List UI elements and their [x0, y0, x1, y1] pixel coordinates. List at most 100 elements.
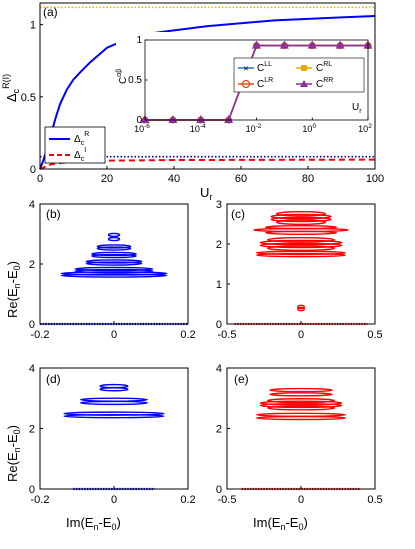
- panel-c-band-loop: [275, 219, 327, 225]
- panel-e-band-loop: [259, 402, 343, 409]
- inset-xtick-label: 100: [302, 123, 316, 134]
- inset-legend: ✕ CLL CRL CLR CRR: [233, 57, 365, 93]
- panel-d-frame: [39, 367, 189, 490]
- panel-b-band-loop: [85, 259, 143, 264]
- panel-c-band-loop: [296, 306, 306, 312]
- legend-clr-marker: [241, 79, 251, 89]
- panel-c-band-loop: [255, 252, 347, 258]
- panel-c-xtick-label: 0.5: [367, 329, 382, 341]
- panel-a-ylabel: ΔcR(I): [1, 74, 21, 102]
- panel-a-inset: Cαβ Ur ✕ CLL CRL CLR CRR: [116, 32, 373, 132]
- panel-b-ylabel: Re(En-E0): [5, 261, 22, 318]
- panel-e-xtick-label: 0.5: [367, 494, 382, 506]
- panel-c-band-loop: [255, 250, 347, 256]
- panel-d-ytick-label: 4: [29, 363, 35, 375]
- inset-point-triangle: [252, 40, 261, 49]
- panel-a-xtick-label: 80: [302, 173, 314, 185]
- panel-d-band-loop: [63, 413, 165, 419]
- panel-b-frame: [39, 203, 189, 325]
- panel-d-marks: [39, 367, 189, 491]
- panel-a-xtick-label: 60: [235, 173, 247, 185]
- inset-point-triangle: [307, 40, 317, 49]
- panel-d-band-loop: [99, 387, 129, 392]
- panel-e-xtick-label: 0: [298, 494, 304, 506]
- panel-e-ytick-label: 2: [216, 424, 222, 436]
- panel-d-xtick-label: -0.2: [31, 494, 50, 506]
- panel-a-label: (a): [43, 5, 58, 19]
- panel-a-xtick-label: 0: [37, 173, 43, 185]
- panel-b: (b) Re(En-E0): [5, 203, 189, 326]
- panel-e-xtick-label: -0.5: [218, 494, 237, 506]
- panel-e-band-loop: [255, 415, 347, 421]
- panel-c-marks: [226, 203, 376, 326]
- panel-b-band-loop: [96, 246, 132, 251]
- panel-b-band-loop: [96, 244, 132, 249]
- panel-e-band-loop: [267, 405, 336, 411]
- panel-e-band-loop: [269, 392, 333, 397]
- panel-c-xtick-label: -0.5: [218, 329, 237, 341]
- panel-c-label: (c): [231, 207, 245, 221]
- inset-legend-box: [233, 57, 365, 93]
- panel-e-marks: [226, 367, 376, 491]
- panel-c-ytick-label: 2: [216, 239, 222, 251]
- panel-a: (a) ΔcR(I) Ur ΔcR ΔcI Cαβ Ur ✕: [1, 2, 376, 202]
- panel-c-frame: [226, 203, 376, 325]
- panel-d-ytick-label: 2: [29, 424, 35, 436]
- legend-cll-marker: ✕: [243, 66, 249, 73]
- panel-d-xtick-label: 0: [111, 494, 117, 506]
- panel-d-ylabel: Re(En-E0): [5, 425, 22, 482]
- panel-b-xtick-label: -0.2: [31, 329, 50, 341]
- panel-e-frame: [226, 367, 376, 490]
- panel-d: (d) Re(En-E0) Im(En-E0): [5, 367, 189, 532]
- panel-a-xtick-label: 20: [101, 173, 113, 185]
- panel-a-xlabel: Ur: [200, 185, 212, 202]
- panel-c-ytick-label: 1: [216, 279, 222, 291]
- panel-c-ytick-label: 0: [216, 319, 222, 331]
- panel-c-band-loop: [259, 239, 343, 246]
- panel-b-ytick-label: 0: [29, 319, 35, 331]
- panel-d-label: (d): [46, 372, 61, 386]
- panel-c-band-loop: [267, 245, 336, 251]
- panel-c-band-loop: [275, 210, 327, 217]
- panel-e-xlabel: Im(En-E0): [253, 515, 308, 532]
- panel-b-label: (b): [46, 207, 61, 221]
- inset-point-triangle: [196, 115, 206, 123]
- panel-b-band-loop: [91, 253, 137, 259]
- inset-point-triangle: [168, 115, 178, 123]
- panel-e-band-loop: [267, 398, 336, 404]
- inset-ytick-label: 0.5: [128, 75, 142, 86]
- panel-a-xtick-label: 100: [366, 173, 384, 185]
- panel-b-band-loop: [107, 232, 121, 238]
- inset-ytick-label: 0: [136, 115, 142, 126]
- panel-a-ytick-label: 0.5: [21, 92, 36, 104]
- panel-b-ytick-label: 4: [29, 199, 35, 211]
- panel-b-band-loop: [60, 273, 168, 278]
- panel-c-band-loop: [270, 216, 332, 223]
- panel-b-band-loop: [91, 251, 137, 257]
- inset-ytick-label: 1: [136, 35, 142, 46]
- panel-e-band-loop: [269, 387, 333, 393]
- panel-c-band-loop: [267, 236, 336, 243]
- panel-c-band-loop: [259, 242, 343, 249]
- panel-c-band-loop: [264, 230, 338, 236]
- inset-xtick-label: 10-6: [134, 123, 150, 134]
- panel-c-xtick-label: 0: [298, 329, 304, 341]
- panel-c-band-loop: [270, 213, 332, 220]
- panel-b-marks: [39, 203, 189, 326]
- inset-xlabel: Ur: [352, 102, 362, 115]
- panel-a-frame: [39, 2, 376, 170]
- panel-b-band-loop: [85, 261, 143, 266]
- panel-b-ytick-label: 2: [29, 259, 35, 271]
- panel-d-band-loop: [79, 400, 148, 406]
- inset-frame: [144, 39, 369, 121]
- panel-a-xtick-label: 40: [168, 173, 180, 185]
- inset-xtick-label: 10-2: [246, 123, 262, 134]
- panel-c-ytick-label: 3: [216, 199, 222, 211]
- inset-xtick-label: 10-4: [190, 123, 206, 134]
- panel-a-legend: ΔcR ΔcI: [44, 126, 106, 164]
- inset-point-triangle: [335, 40, 345, 49]
- legend-crl-marker: [301, 65, 307, 71]
- panel-b-band-loop: [74, 266, 154, 272]
